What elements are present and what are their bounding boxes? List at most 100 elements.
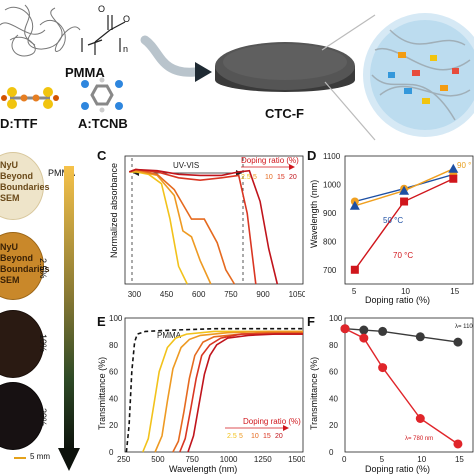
panel-e-ytick: 40	[109, 394, 118, 403]
panel-c-frame	[124, 155, 304, 285]
panel-e-xtick: 500	[151, 455, 165, 464]
panel-e-xticks: 250 500 750 1000 1250 1500	[117, 455, 305, 464]
panel-d-point	[350, 265, 359, 274]
panel-e-ytick: 0	[109, 448, 114, 457]
polymer-subscript: n	[123, 44, 128, 54]
panel-d-ytick: 1100	[323, 152, 341, 161]
pmma-label: PMMA	[65, 65, 105, 80]
panel-c-legend-value: 15	[277, 174, 285, 181]
panel-c-xtick: 600	[192, 290, 206, 299]
panel-d-point	[400, 197, 409, 206]
panel-e-legend-value: 5	[239, 433, 243, 440]
panel-f-point	[453, 337, 463, 347]
panel-d-xlabel: Doping ratio (%)	[365, 295, 430, 305]
film-photo-pmma	[0, 152, 44, 220]
doping-label-2p5: 2.5%	[38, 258, 48, 279]
uvvis-label: UV-VIS	[173, 161, 199, 170]
panel-c-curves	[129, 168, 279, 285]
panel-d-series	[349, 163, 459, 274]
panel-d-xtick: 10	[401, 287, 410, 296]
panel-f-ytick: 20	[329, 421, 338, 430]
panel-e-frame	[124, 317, 304, 453]
panel-e-ytick: 100	[109, 314, 123, 323]
panel-e-xtick: 750	[185, 455, 199, 464]
panel-c-absorbance: C Normalized absorbance UV-VIS Doping ra…	[97, 148, 305, 299]
panel-d-letter: D	[307, 148, 316, 163]
panel-f-line-1	[344, 328, 459, 445]
panel-e-legend-value: 20	[275, 433, 283, 440]
panel-f-point	[453, 439, 463, 449]
panel-f-xticks: 0 5 10 15	[342, 455, 464, 464]
panel-e-xtick: 1000	[220, 455, 238, 464]
panel-d-ylabel: Wavelength (nm)	[309, 180, 319, 248]
panel-c-legend-arrowhead	[289, 164, 295, 170]
panel-e-curve-20	[187, 333, 303, 453]
panel-e-legend-value: 10	[251, 433, 259, 440]
panel-f-xtick: 15	[455, 455, 464, 464]
panel-f-ytick: 40	[329, 394, 338, 403]
panel-f-ytick: 60	[329, 368, 338, 377]
ttf-molecule	[1, 87, 59, 109]
panel-c-legend-value: 5	[253, 174, 257, 181]
panel-e-legend-value: 15	[263, 433, 271, 440]
panel-d-ytick: 800	[323, 237, 337, 246]
panel-f-series	[340, 324, 463, 449]
pmma-film-tag: PMMA	[48, 168, 75, 178]
label-70c: 70 °C	[393, 251, 413, 260]
label-50c: 50 °C	[383, 216, 403, 225]
panel-d-point	[349, 200, 360, 210]
panel-c-curve-5	[129, 169, 212, 285]
polymer-chains-illustration	[0, 4, 81, 57]
panel-d-yticks: 700 800 900 1000 1100	[323, 152, 341, 275]
film-text-2p5: NyU Beyond Boundaries SEM	[0, 242, 50, 285]
panel-f-xlabel: Doping ratio (%)	[365, 464, 430, 474]
panel-c-xtick: 1050	[289, 290, 305, 299]
panel-e-legend-arrowhead	[283, 425, 289, 431]
doping-label-10: 10%	[38, 334, 48, 353]
left-column: NyU Beyond Boundaries SEM PMMA NyU Beyon…	[0, 150, 95, 474]
pmma-structure	[81, 15, 126, 55]
panel-f-xtick: 10	[417, 455, 426, 464]
panel-c-legend-value: 10	[265, 174, 273, 181]
panel-f-point	[359, 325, 369, 335]
panel-c-curve-20	[129, 168, 279, 285]
panel-f-point	[359, 333, 369, 343]
panel-e-curve-5	[154, 330, 303, 453]
film-text-pmma: NyU Beyond Boundaries SEM	[0, 160, 50, 203]
panel-f-point	[378, 326, 388, 336]
panel-e-curve-10	[172, 331, 303, 453]
panel-f-ytick: 80	[329, 341, 338, 350]
panel-c-xtick: 300	[128, 290, 142, 299]
panel-f-yticks: 0 20 40 60 80 100	[329, 314, 343, 457]
panel-e-curve-PMMA	[125, 327, 303, 453]
panel-d-ytick: 1000	[323, 180, 341, 189]
panel-f-xtick: 0	[342, 455, 347, 464]
panel-f-point	[415, 414, 425, 423]
panel-d-xticks: 5 10 15	[352, 287, 460, 296]
panel-e-ylabel: Transmittance (%)	[97, 357, 107, 430]
ctc-f-label: CTC-F	[265, 106, 304, 121]
panel-e-ytick: 20	[109, 421, 118, 430]
label-90c: 90 °	[457, 161, 471, 170]
panel-f-point	[378, 363, 388, 373]
ctc-film-disk	[215, 42, 355, 92]
panel-e-curve-15	[179, 333, 303, 453]
scale-bar	[14, 457, 26, 459]
panel-c-xticks: 300 450 600 750 900 1050	[128, 290, 305, 299]
panel-d-ytick: 700	[323, 266, 337, 275]
doping-label-20: 20%	[38, 408, 48, 427]
panel-e-xtick: 1250	[254, 455, 272, 464]
panel-e-xlabel: Wavelength (nm)	[169, 464, 237, 474]
panel-c-xtick: 750	[224, 290, 238, 299]
panel-d-point	[399, 185, 410, 195]
scale-bar-label: 5 mm	[30, 452, 50, 461]
zoom-inset	[321, 13, 474, 141]
panel-f-xtick: 5	[380, 455, 385, 464]
panel-c-xtick: 900	[256, 290, 270, 299]
panel-f-point	[340, 324, 350, 334]
panel-e-legend-values: 2.5 5 10 15 20	[227, 433, 283, 440]
panel-f-ytick: 100	[329, 314, 343, 323]
panel-c-legend-value: 2.5	[241, 174, 251, 181]
panel-c-xtick: 450	[160, 290, 174, 299]
panel-f-ytick: 0	[329, 448, 334, 457]
